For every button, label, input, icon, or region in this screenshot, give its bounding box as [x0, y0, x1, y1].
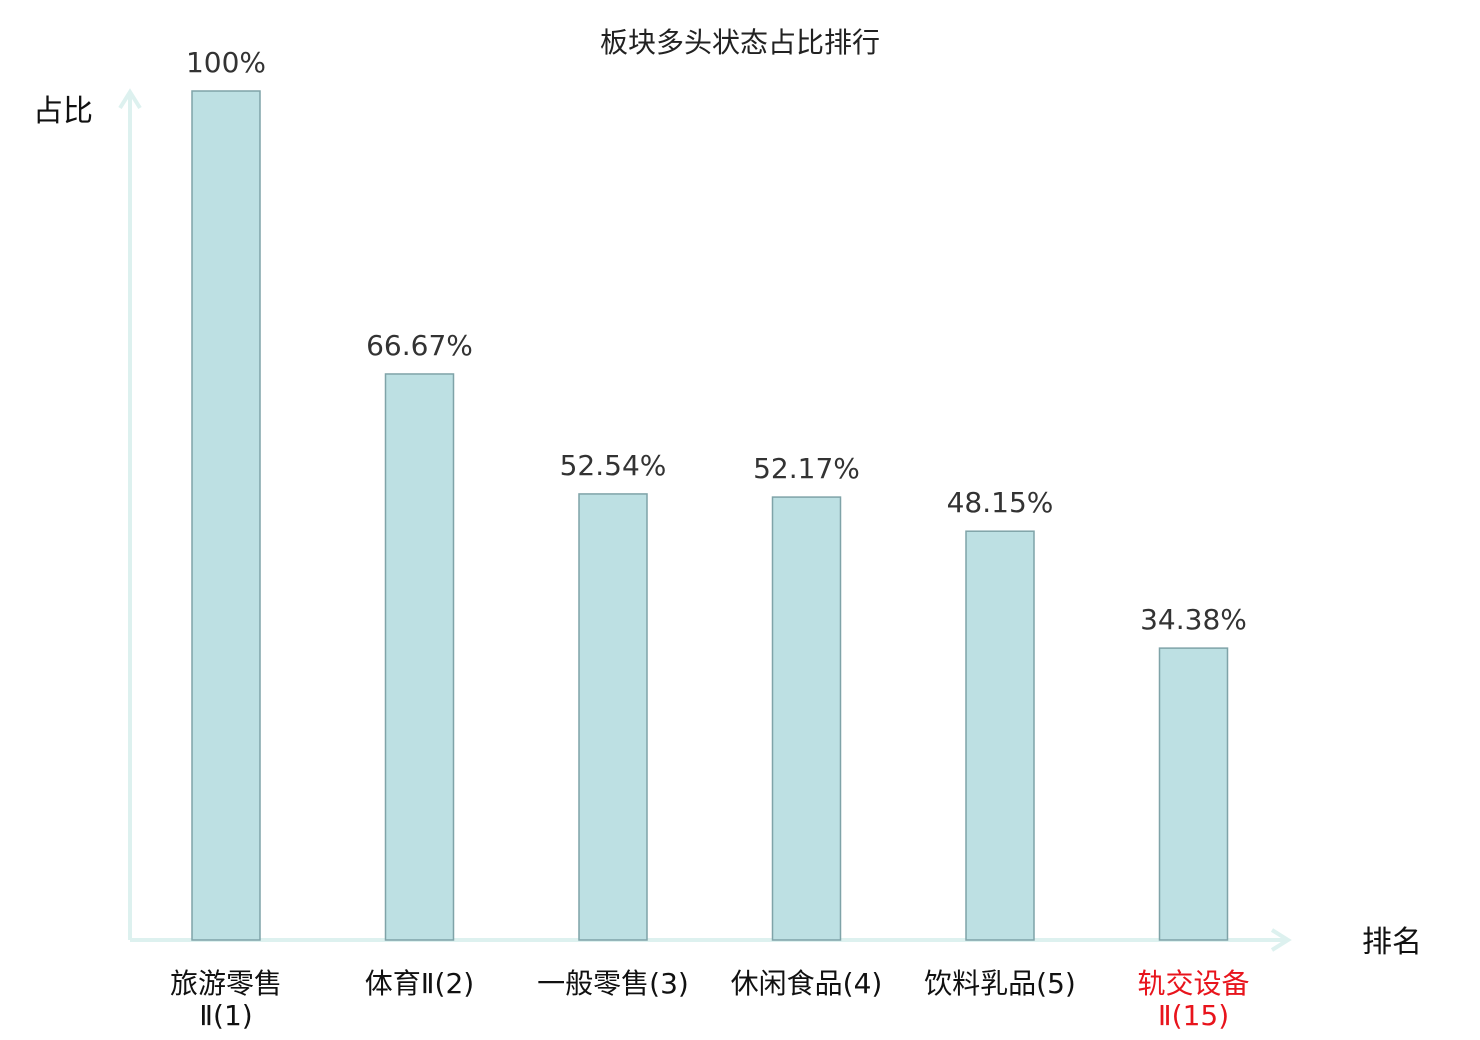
y-axis-arrow: [118, 88, 142, 110]
y-axis-label: 占比: [33, 94, 93, 129]
category-label-1: 旅游零售: [170, 967, 282, 1000]
value-label-2: 66.67%: [366, 329, 473, 362]
value-label-4: 52.17%: [753, 452, 860, 485]
category-label-5: 饮料乳品(5): [924, 967, 1076, 1000]
value-label-6: 34.38%: [1140, 603, 1247, 636]
x-axis-arrow: [1270, 928, 1292, 952]
bar-5: [965, 530, 1035, 941]
category-label-6: 轨交设备: [1137, 967, 1249, 1000]
bar-3: [578, 493, 648, 941]
value-labels-group: 100% 66.67% 52.54% 52.17% 48.15% 34.38%: [186, 46, 1247, 636]
x-axis-label: 排名: [1362, 925, 1422, 960]
category-label-1-line2: Ⅱ(1): [199, 999, 252, 1032]
chart-title: 板块多头状态占比排行: [600, 26, 880, 59]
bar-6: [1158, 647, 1229, 941]
category-label-4: 休闲食品(4): [731, 967, 883, 1000]
category-label-3: 一般零售(3): [537, 967, 689, 1000]
value-label-3: 52.54%: [560, 449, 667, 482]
bar-2: [384, 373, 455, 941]
bars-group: [191, 90, 1229, 941]
bar-1: [191, 90, 261, 941]
bar-4: [771, 496, 842, 941]
category-label-2: 体育Ⅱ(2): [365, 967, 474, 1000]
value-label-1: 100%: [186, 46, 266, 79]
axes: [118, 88, 1292, 952]
value-label-5: 48.15%: [947, 486, 1054, 519]
category-label-6-line2: Ⅱ(15): [1158, 999, 1229, 1032]
